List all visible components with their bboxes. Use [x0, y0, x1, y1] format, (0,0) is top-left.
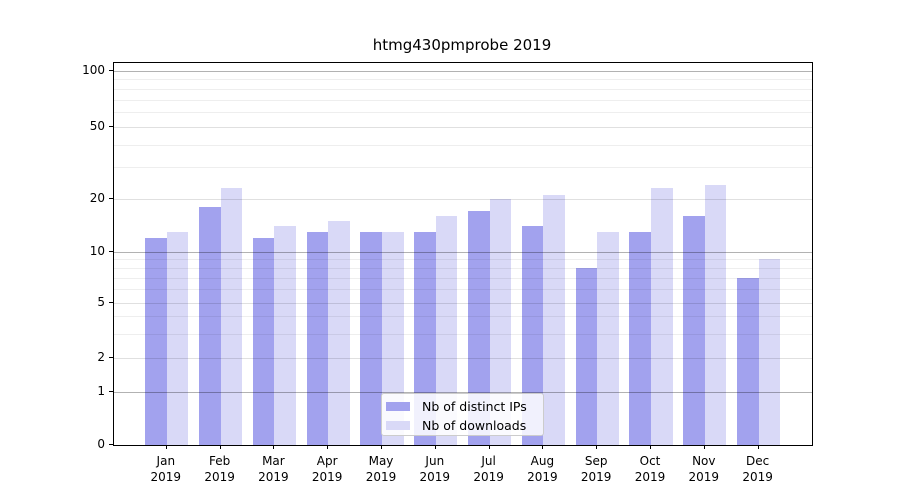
- x-tick-mark: [542, 445, 544, 449]
- y-tick-label-0: 0: [97, 437, 105, 451]
- bar-downloads: [489, 199, 512, 445]
- legend-item-downloads: Nb of downloads: [386, 416, 537, 435]
- bar-distinct-ips: [252, 237, 275, 445]
- bar-downloads: [435, 215, 458, 445]
- y-tick-label-1: 1: [97, 383, 105, 398]
- y-tick-label-100: 100: [82, 62, 105, 77]
- bar-downloads: [597, 231, 619, 445]
- legend-swatch-downloads: [386, 421, 410, 430]
- y-tick-mark: [109, 69, 113, 71]
- bar-distinct-ips: [629, 231, 651, 445]
- gridline-9: [114, 259, 812, 261]
- bar-downloads: [543, 195, 566, 445]
- x-tick-mark: [381, 445, 382, 449]
- bar-distinct-ips: [360, 231, 382, 445]
- bar-downloads: [651, 188, 673, 445]
- legend: Nb of distinct IPs Nb of downloads: [381, 393, 544, 436]
- gridline-8: [114, 268, 812, 270]
- x-tick-label-may: May 2019: [365, 454, 397, 484]
- x-tick-mark: [273, 445, 275, 449]
- x-tick-label-sep: Sep 2019: [580, 454, 612, 484]
- x-tick-label-mar: Mar 2019: [258, 454, 289, 484]
- x-tick-mark: [219, 445, 221, 449]
- y-tick-mark: [109, 444, 113, 445]
- gridline-30: [114, 167, 812, 169]
- bar-distinct-ips: [521, 226, 544, 445]
- x-tick-mark: [596, 445, 598, 449]
- x-tick-mark: [650, 445, 651, 449]
- x-tick-label-jan: Jan 2019: [150, 454, 182, 484]
- gridline-1: [114, 391, 812, 393]
- legend-label-distinct-ips: Nb of distinct IPs: [422, 399, 527, 414]
- y-tick-mark: [109, 250, 113, 252]
- y-tick-mark: [109, 302, 113, 303]
- gridline-6: [114, 289, 812, 291]
- gridline-100: [114, 70, 812, 72]
- bar-downloads: [166, 231, 189, 445]
- y-tick-label-10: 10: [89, 243, 105, 258]
- gridline-60: [114, 112, 812, 114]
- gridline-7: [114, 278, 812, 279]
- x-tick-mark: [327, 445, 329, 449]
- bar-downloads: [274, 226, 297, 445]
- bar-distinct-ips: [414, 231, 436, 445]
- x-tick-label-jul: Jul 2019: [473, 454, 504, 484]
- bar-downloads: [704, 184, 727, 445]
- gridline-4: [114, 316, 812, 318]
- legend-swatch-distinct-ips: [386, 402, 410, 411]
- legend-item-distinct-ips: Nb of distinct IPs: [386, 397, 537, 416]
- gridline-80: [114, 88, 812, 90]
- x-tick-label-feb: Feb 2019: [204, 454, 235, 484]
- gridline-10: [114, 251, 812, 253]
- y-tick-mark: [109, 390, 113, 392]
- legend-label-downloads: Nb of downloads: [422, 418, 527, 433]
- gridline-90: [114, 79, 812, 81]
- bar-distinct-ips: [467, 211, 490, 445]
- y-tick-mark: [109, 198, 113, 199]
- x-tick-label-apr: Apr 2019: [311, 454, 343, 484]
- bar-downloads: [220, 188, 243, 445]
- gridline-40: [114, 144, 812, 146]
- bar-distinct-ips: [575, 268, 598, 445]
- bar-distinct-ips: [145, 237, 167, 445]
- y-tick-mark: [109, 126, 113, 127]
- gridline-70: [114, 99, 812, 101]
- chart-title: htmg430pmprobe 2019: [372, 36, 552, 54]
- bar-downloads: [758, 259, 781, 445]
- x-tick-mark: [757, 445, 759, 449]
- y-tick-label-50: 50: [89, 119, 105, 133]
- plot-area: [113, 62, 813, 446]
- bar-distinct-ips: [198, 206, 221, 445]
- x-tick-label-dec: Dec 2019: [742, 454, 773, 484]
- bar-distinct-ips: [683, 215, 705, 445]
- y-tick-label-20: 20: [89, 191, 105, 205]
- x-tick-label-nov: Nov 2019: [688, 454, 720, 484]
- x-tick-mark: [703, 445, 705, 449]
- gridline-5: [114, 303, 812, 304]
- gridline-50: [114, 127, 812, 128]
- bar-distinct-ips: [736, 278, 759, 445]
- x-tick-label-oct: Oct 2019: [634, 454, 666, 484]
- y-tick-mark: [109, 357, 113, 358]
- x-tick-mark: [165, 445, 167, 449]
- gridline-2: [114, 358, 812, 359]
- bar-downloads: [328, 220, 350, 445]
- bar-downloads: [382, 231, 404, 445]
- x-tick-label-jun: Jun 2019: [419, 454, 451, 484]
- x-tick-mark: [434, 445, 436, 449]
- gridline-3: [114, 333, 812, 335]
- x-tick-label-aug: Aug 2019: [527, 454, 558, 484]
- y-tick-label-5: 5: [97, 295, 105, 309]
- bar-distinct-ips: [306, 231, 329, 445]
- x-tick-mark: [488, 445, 490, 449]
- y-tick-label-2: 2: [97, 350, 105, 364]
- gridline-20: [114, 199, 812, 200]
